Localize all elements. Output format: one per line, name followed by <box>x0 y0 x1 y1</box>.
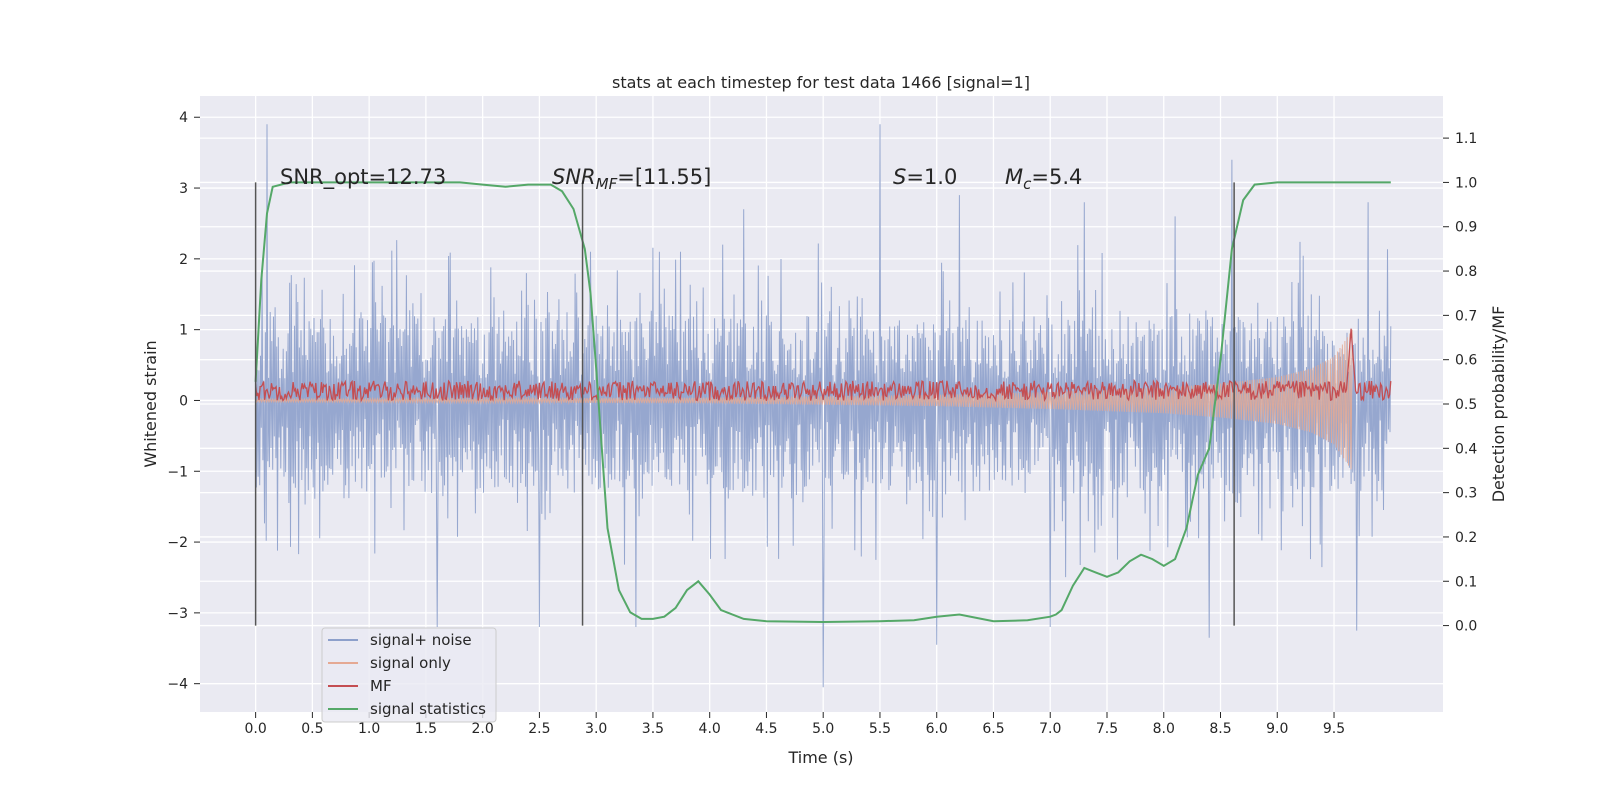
x-tick-label: 5.0 <box>812 721 834 737</box>
x-tick-label: 1.5 <box>415 721 437 737</box>
series-layer <box>254 124 1392 688</box>
legend-label-mf: MF <box>370 677 392 695</box>
y-left-tick-label: −4 <box>167 677 188 693</box>
annotation-snr-mf-value: =[11.55] <box>617 165 711 189</box>
x-tick-label: 0.0 <box>244 721 266 737</box>
y-axis-label-right: Detection probability/MF <box>1489 306 1508 503</box>
y-right-tick-label: 1.0 <box>1455 175 1477 191</box>
x-tick-label: 8.5 <box>1209 721 1231 737</box>
y-right-tick-label: 0.0 <box>1455 619 1477 635</box>
x-axis-label: Time (s) <box>787 748 853 767</box>
annotation-s: S=1.0 <box>893 165 957 189</box>
y-left-tick-label: −1 <box>167 464 188 480</box>
annotation-snr-mf-base: SNR <box>552 165 596 189</box>
legend-label-signal-noise: signal+ noise <box>370 631 472 649</box>
x-tick-label: 9.5 <box>1323 721 1345 737</box>
series-mf-line <box>254 328 1392 403</box>
series-signal-only-line <box>255 329 1353 470</box>
x-tick-label: 1.0 <box>358 721 380 737</box>
tick-labels: 0.0 0.5 1.0 1.5 2.0 2.5 3.0 3.5 4.0 4.5 5.0 5.5 6.0 6… <box>167 110 1477 737</box>
y-left-tick-label: 4 <box>179 110 188 126</box>
x-tick-label: 6.0 <box>926 721 948 737</box>
series-signal-statistics-line <box>254 181 1391 624</box>
y-right-tick-label: 0.9 <box>1455 220 1477 236</box>
chart-title: stats at each timestep for test data 146… <box>612 73 1030 92</box>
x-tick-label: 7.0 <box>1039 721 1061 737</box>
x-tick-label: 3.0 <box>585 721 607 737</box>
annotation-snr-mf-sub: MF <box>596 175 618 193</box>
x-tick-label: 7.5 <box>1096 721 1118 737</box>
x-tick-label: 4.5 <box>755 721 777 737</box>
legend-label-signal-only: signal only <box>370 654 451 672</box>
annotation-mc-base: M <box>1005 165 1023 189</box>
vertical-markers <box>254 182 1235 626</box>
x-tick-label: 2.0 <box>472 721 494 737</box>
y-left-tick-label: 0 <box>179 393 188 409</box>
x-tick-label: 8.0 <box>1153 721 1175 737</box>
y-left-tick-label: 1 <box>179 323 188 339</box>
x-tick-label: 2.5 <box>528 721 550 737</box>
y-right-tick-label: 0.2 <box>1455 530 1477 546</box>
y-left-tick-label: −2 <box>167 535 188 551</box>
y-right-tick-label: 0.6 <box>1455 353 1477 369</box>
annotation-mc-sub: c <box>1023 175 1032 193</box>
y-left-tick-label: −3 <box>167 606 188 622</box>
x-tick-label: 3.5 <box>642 721 664 737</box>
annotation-snr-opt: SNR_opt=12.73 <box>280 165 446 190</box>
y-right-tick-label: 0.7 <box>1455 308 1477 324</box>
y-right-tick-label: 0.4 <box>1455 441 1477 457</box>
legend: signal+ noise signal only MF signal stat… <box>321 627 497 723</box>
x-tick-label: 6.5 <box>982 721 1004 737</box>
series-signal-noise-line <box>255 124 1392 688</box>
x-tick-label: 9.0 <box>1266 721 1288 737</box>
annotation-s-value: =1.0 <box>906 165 957 189</box>
x-tick-label: 0.5 <box>301 721 323 737</box>
y-right-tick-label: 0.8 <box>1455 264 1477 280</box>
annotation-s-base: S <box>893 165 906 189</box>
annotation-mc: Mc=5.4 <box>1005 165 1082 193</box>
x-tick-label: 4.0 <box>699 721 721 737</box>
y-right-tick-label: 0.3 <box>1455 486 1477 502</box>
y-right-tick-label: 0.1 <box>1455 574 1477 590</box>
y-right-tick-label: 1.1 <box>1455 131 1477 147</box>
x-tick-label: 5.5 <box>869 721 891 737</box>
legend-box <box>321 627 497 723</box>
annotation-snr-mf: SNRMF=[11.55] <box>552 165 711 193</box>
y-left-tick-label: 2 <box>179 252 188 268</box>
annotation-mc-value: =5.4 <box>1031 165 1082 189</box>
y-right-tick-label: 0.5 <box>1455 397 1477 413</box>
y-axis-label-left: Whitened strain <box>141 340 160 467</box>
y-left-tick-label: 3 <box>179 181 188 197</box>
legend-label-signal-statistics: signal statistics <box>370 700 486 718</box>
